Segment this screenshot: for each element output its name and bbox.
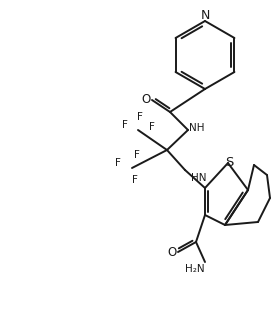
- Text: F: F: [132, 175, 138, 185]
- Text: F: F: [149, 122, 155, 132]
- Text: NH: NH: [189, 123, 205, 133]
- Text: F: F: [115, 158, 121, 168]
- Text: F: F: [137, 112, 143, 122]
- Text: H₂N: H₂N: [185, 264, 205, 274]
- Text: F: F: [134, 150, 140, 160]
- Text: S: S: [225, 155, 233, 168]
- Text: HN: HN: [191, 173, 206, 183]
- Text: O: O: [167, 245, 177, 259]
- Text: F: F: [122, 120, 128, 130]
- Text: O: O: [141, 92, 151, 105]
- Text: N: N: [200, 9, 210, 22]
